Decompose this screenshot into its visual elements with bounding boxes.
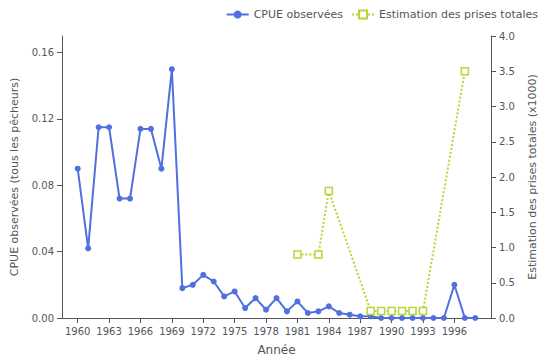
svg-text:1978: 1978 bbox=[253, 326, 278, 337]
svg-text:2.5: 2.5 bbox=[499, 136, 515, 147]
svg-text:0.5: 0.5 bbox=[499, 277, 515, 288]
svg-text:0.08: 0.08 bbox=[32, 180, 54, 191]
svg-text:0.04: 0.04 bbox=[32, 246, 54, 257]
svg-text:1963: 1963 bbox=[96, 326, 121, 337]
svg-text:1.0: 1.0 bbox=[499, 242, 515, 253]
svg-text:1960: 1960 bbox=[65, 326, 90, 337]
svg-text:0.12: 0.12 bbox=[32, 113, 54, 124]
svg-text:1990: 1990 bbox=[379, 326, 404, 337]
svg-text:1987: 1987 bbox=[347, 326, 372, 337]
svg-text:4.0: 4.0 bbox=[499, 31, 515, 42]
svg-text:1993: 1993 bbox=[410, 326, 435, 337]
svg-text:CPUE observées (tous les pêche: CPUE observées (tous les pêcheurs) bbox=[8, 78, 21, 276]
svg-text:Année: Année bbox=[257, 343, 295, 357]
svg-text:1972: 1972 bbox=[191, 326, 216, 337]
svg-text:1984: 1984 bbox=[316, 326, 341, 337]
svg-text:1966: 1966 bbox=[128, 326, 153, 337]
svg-text:1975: 1975 bbox=[222, 326, 247, 337]
svg-text:0.0: 0.0 bbox=[499, 313, 515, 324]
svg-text:1996: 1996 bbox=[442, 326, 467, 337]
svg-text:Estimation des prises totales: Estimation des prises totales (x1000) bbox=[526, 74, 539, 280]
svg-text:1.5: 1.5 bbox=[499, 207, 515, 218]
svg-text:3.5: 3.5 bbox=[499, 66, 515, 77]
svg-text:2.0: 2.0 bbox=[499, 172, 515, 183]
svg-text:3.0: 3.0 bbox=[499, 101, 515, 112]
svg-text:1981: 1981 bbox=[285, 326, 310, 337]
svg-text:0.00: 0.00 bbox=[32, 313, 54, 324]
svg-text:0.16: 0.16 bbox=[32, 47, 54, 58]
svg-text:1969: 1969 bbox=[159, 326, 184, 337]
svg-text:CPUE observées: CPUE observées bbox=[254, 8, 344, 21]
svg-text:Estimation des prises totales: Estimation des prises totales bbox=[379, 8, 538, 21]
